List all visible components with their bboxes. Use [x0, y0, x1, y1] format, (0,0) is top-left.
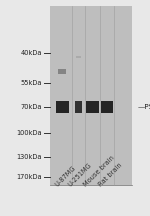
Text: Mouse brain: Mouse brain [82, 155, 115, 188]
Bar [75, 101, 82, 113]
Bar [76, 56, 81, 58]
Text: 130kDa: 130kDa [16, 154, 42, 160]
Text: 55kDa: 55kDa [21, 80, 42, 86]
Text: 170kDa: 170kDa [16, 174, 42, 180]
Text: 40kDa: 40kDa [21, 50, 42, 56]
Text: —PSD2: —PSD2 [137, 104, 150, 110]
Text: 100kDa: 100kDa [16, 130, 42, 136]
Text: Rat brain: Rat brain [97, 162, 123, 188]
Bar [86, 101, 99, 113]
Bar [58, 69, 66, 74]
Bar [101, 101, 113, 113]
Text: U-87MG: U-87MG [54, 165, 76, 188]
Bar [56, 101, 69, 113]
Text: 70kDa: 70kDa [21, 104, 42, 110]
Text: U-251MG: U-251MG [67, 162, 93, 188]
Bar [50, 6, 132, 186]
